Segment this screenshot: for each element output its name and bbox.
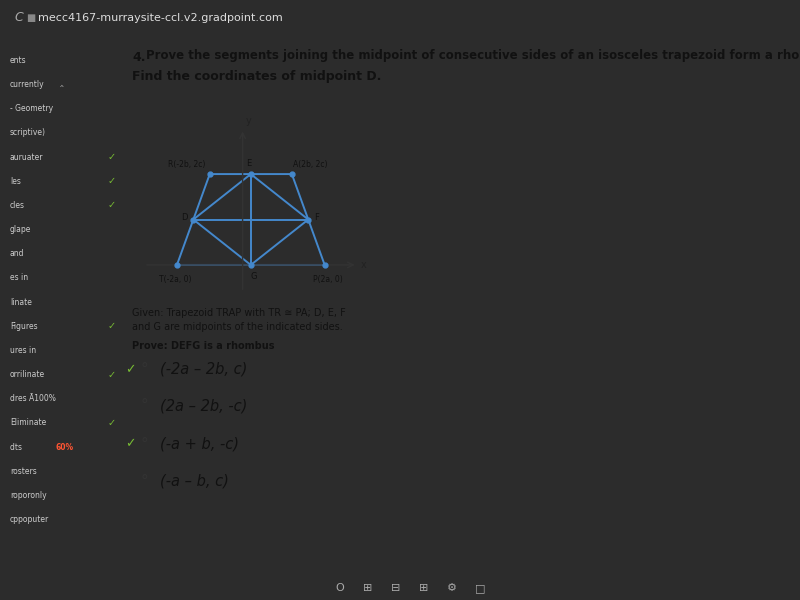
Text: ✓: ✓	[107, 176, 116, 187]
Text: ✓: ✓	[107, 152, 116, 162]
Text: linate: linate	[10, 298, 32, 307]
Text: ⊞: ⊞	[419, 583, 429, 593]
Text: R(-2b, 2c): R(-2b, 2c)	[169, 160, 206, 169]
Text: ✓: ✓	[125, 437, 135, 451]
Text: (-2a – 2b, c): (-2a – 2b, c)	[160, 362, 247, 377]
Text: cles: cles	[10, 201, 25, 210]
Text: ✓: ✓	[125, 363, 135, 376]
Text: ✓: ✓	[107, 418, 116, 428]
Text: °: °	[140, 473, 148, 488]
Text: auruater: auruater	[10, 152, 43, 161]
Text: °: °	[140, 362, 148, 377]
Text: E: E	[246, 159, 252, 168]
Text: orrilinate: orrilinate	[10, 370, 45, 379]
Text: ents: ents	[10, 56, 26, 65]
Text: roporonly: roporonly	[10, 491, 46, 500]
Text: and G are midpoints of the indicated sides.: and G are midpoints of the indicated sid…	[132, 322, 342, 332]
Text: °: °	[140, 398, 148, 413]
Text: (-a + b, -c): (-a + b, -c)	[160, 436, 238, 451]
Text: rosters: rosters	[10, 467, 37, 476]
Text: and: and	[10, 250, 25, 258]
Text: (-a – b, c): (-a – b, c)	[160, 473, 229, 488]
Text: F: F	[314, 213, 319, 222]
Text: scriptive): scriptive)	[10, 128, 46, 137]
Text: ✓: ✓	[107, 321, 116, 331]
Text: currently: currently	[10, 80, 45, 89]
Text: (2a – 2b, -c): (2a – 2b, -c)	[160, 398, 247, 413]
Text: ✓: ✓	[107, 370, 116, 380]
Text: Figures: Figures	[10, 322, 38, 331]
Text: Prove: DEFG is a rhombus: Prove: DEFG is a rhombus	[132, 341, 274, 350]
Text: G: G	[250, 272, 257, 281]
Text: T(-2a, 0): T(-2a, 0)	[159, 275, 191, 284]
Text: 4.: 4.	[132, 52, 146, 64]
Text: O: O	[336, 583, 344, 593]
Text: ⚙: ⚙	[447, 583, 457, 593]
Text: y: y	[246, 116, 251, 127]
Text: Prove the segments joining the midpoint of consecutive sides of an isosceles tra: Prove the segments joining the midpoint …	[146, 49, 800, 62]
Text: A(2b, 2c): A(2b, 2c)	[294, 160, 328, 169]
Text: 60%: 60%	[56, 443, 74, 452]
Text: ⊞: ⊞	[363, 583, 373, 593]
Text: □: □	[474, 583, 486, 593]
Text: Eliminate: Eliminate	[10, 418, 46, 427]
Text: ures in: ures in	[10, 346, 36, 355]
Text: les: les	[10, 177, 21, 186]
Text: °: °	[140, 436, 148, 451]
Text: dts: dts	[10, 443, 26, 452]
Text: glape: glape	[10, 225, 31, 234]
Text: ✓: ✓	[107, 200, 116, 211]
Text: es in: es in	[10, 274, 28, 283]
Text: Given: Trapezoid TRAP with TR ≅ PA; D, E, F: Given: Trapezoid TRAP with TR ≅ PA; D, E…	[132, 307, 346, 317]
Text: ■: ■	[26, 13, 35, 23]
Text: D: D	[181, 213, 187, 222]
Text: - Geometry: - Geometry	[10, 104, 53, 113]
Text: Find the coordinates of midpoint D.: Find the coordinates of midpoint D.	[132, 70, 382, 83]
Text: C: C	[14, 11, 22, 24]
Text: ‸: ‸	[60, 77, 64, 87]
Text: P(2a, 0): P(2a, 0)	[313, 275, 343, 284]
Text: x: x	[361, 260, 366, 270]
Text: ⊟: ⊟	[391, 583, 401, 593]
Text: dres Ā100%: dres Ā100%	[10, 394, 56, 403]
Text: cppoputer: cppoputer	[10, 515, 49, 524]
Text: mecc4167-murraysite-ccl.v2.gradpoint.com: mecc4167-murraysite-ccl.v2.gradpoint.com	[38, 13, 282, 23]
